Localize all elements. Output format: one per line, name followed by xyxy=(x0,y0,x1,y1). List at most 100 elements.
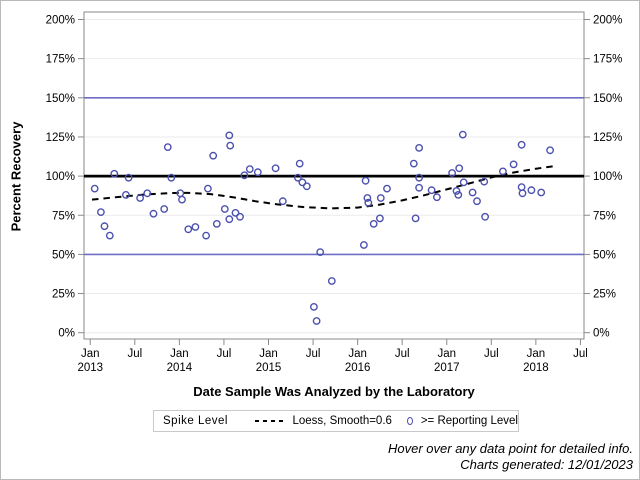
footer-notes: Hover over any data point for detailed i… xyxy=(388,441,633,472)
y-axis-title: Percent Recovery xyxy=(8,121,24,232)
data-point[interactable] xyxy=(468,188,477,197)
data-point[interactable] xyxy=(454,190,463,199)
data-point[interactable] xyxy=(97,208,105,217)
data-point[interactable] xyxy=(359,241,368,249)
data-point[interactable] xyxy=(212,219,221,228)
data-point[interactable] xyxy=(160,205,169,213)
data-point[interactable] xyxy=(298,178,307,187)
data-point[interactable] xyxy=(375,214,384,223)
data-point[interactable] xyxy=(309,302,318,311)
data-point[interactable] xyxy=(459,178,468,187)
data-point[interactable] xyxy=(245,165,254,174)
data-point[interactable] xyxy=(369,219,378,228)
data-point[interactable] xyxy=(100,222,109,231)
data-point[interactable] xyxy=(226,141,235,150)
data-point[interactable] xyxy=(202,231,211,240)
data-point[interactable] xyxy=(225,131,234,140)
data-point[interactable] xyxy=(537,188,546,197)
data-point[interactable] xyxy=(184,225,193,234)
data-point[interactable] xyxy=(546,146,554,155)
data-point[interactable] xyxy=(149,209,158,218)
data-point[interactable] xyxy=(361,176,370,185)
data-point[interactable] xyxy=(517,140,526,149)
data-point[interactable] xyxy=(209,151,218,160)
x-tick-label: Jan xyxy=(81,348,100,360)
data-point[interactable] xyxy=(312,317,321,325)
data-point[interactable] xyxy=(383,184,391,193)
y-tick-label: 0% xyxy=(58,328,75,340)
data-point[interactable] xyxy=(364,198,373,207)
loess-line-swatch-icon xyxy=(254,420,284,422)
data-point[interactable] xyxy=(295,159,304,168)
data-point[interactable] xyxy=(293,173,302,182)
data-point[interactable] xyxy=(240,171,249,180)
data-point[interactable] xyxy=(231,208,240,217)
data-point[interactable] xyxy=(253,168,262,177)
x-axis-title: Date Sample Was Analyzed by the Laborato… xyxy=(193,384,475,399)
x-tick-label: Jan xyxy=(527,348,546,360)
data-point[interactable] xyxy=(203,184,212,193)
data-point[interactable] xyxy=(473,197,481,206)
data-point[interactable] xyxy=(409,159,418,168)
data-point[interactable] xyxy=(509,160,518,169)
x-tick-label: Jul xyxy=(127,348,142,360)
y-tick-label-right: 200% xyxy=(593,15,622,27)
data-point[interactable] xyxy=(448,169,456,177)
legend-title: Spike Level xyxy=(163,415,228,427)
data-point[interactable] xyxy=(458,130,467,139)
x-tick-label: Jan xyxy=(437,348,456,360)
data-point[interactable] xyxy=(225,215,234,224)
data-point[interactable] xyxy=(452,187,461,195)
y-tick-label: 75% xyxy=(52,210,75,222)
data-point[interactable] xyxy=(143,189,152,198)
data-point[interactable] xyxy=(105,231,114,240)
footer-generated-date: Charts generated: 12/01/2023 xyxy=(460,456,633,472)
data-point[interactable] xyxy=(481,212,489,221)
data-point[interactable] xyxy=(136,194,145,202)
data-point[interactable] xyxy=(363,194,372,202)
data-point[interactable] xyxy=(432,193,441,202)
data-point[interactable] xyxy=(480,177,489,186)
footer-hover-note: Hover over any data point for detailed i… xyxy=(388,441,633,456)
data-point[interactable] xyxy=(415,183,423,192)
y-tick-label: 175% xyxy=(46,54,75,66)
data-point[interactable] xyxy=(163,143,172,152)
data-point[interactable] xyxy=(122,190,130,199)
legend-label-loess: Loess, Smooth=0.6 xyxy=(292,415,392,427)
data-point[interactable] xyxy=(527,186,536,195)
y-tick-label-right: 75% xyxy=(593,210,616,222)
x-tick-label: Jul xyxy=(395,348,410,360)
data-point[interactable] xyxy=(191,223,200,231)
data-point[interactable] xyxy=(278,197,287,206)
scatter-marker-swatch-icon xyxy=(406,417,413,425)
data-point[interactable] xyxy=(316,248,325,257)
y-tick-label-right: 125% xyxy=(593,132,622,144)
y-tick-label: 150% xyxy=(46,93,75,105)
data-point[interactable] xyxy=(518,189,527,198)
y-tick-label: 25% xyxy=(52,289,75,301)
data-point[interactable] xyxy=(498,167,507,176)
data-point[interactable] xyxy=(236,212,244,221)
data-point[interactable] xyxy=(415,143,423,152)
data-point[interactable] xyxy=(167,173,176,182)
y-tick-label-right: 0% xyxy=(593,328,610,340)
data-point[interactable] xyxy=(90,184,99,193)
data-point[interactable] xyxy=(302,182,311,191)
data-point[interactable] xyxy=(220,205,229,213)
data-point[interactable] xyxy=(124,173,133,182)
data-point[interactable] xyxy=(427,186,436,195)
data-point[interactable] xyxy=(271,164,280,173)
data-point[interactable] xyxy=(415,173,423,182)
data-point[interactable] xyxy=(411,214,420,223)
y-tick-label-right: 100% xyxy=(593,171,622,183)
data-point[interactable] xyxy=(327,277,336,285)
data-point[interactable] xyxy=(517,183,526,192)
data-point[interactable] xyxy=(110,169,119,178)
x-tick-year-label: 2015 xyxy=(256,362,282,374)
data-point[interactable] xyxy=(376,194,385,202)
x-tick-year-label: 2013 xyxy=(77,362,103,374)
data-point[interactable] xyxy=(178,195,186,204)
data-point[interactable] xyxy=(455,164,464,173)
y-tick-label-right: 150% xyxy=(593,93,622,105)
